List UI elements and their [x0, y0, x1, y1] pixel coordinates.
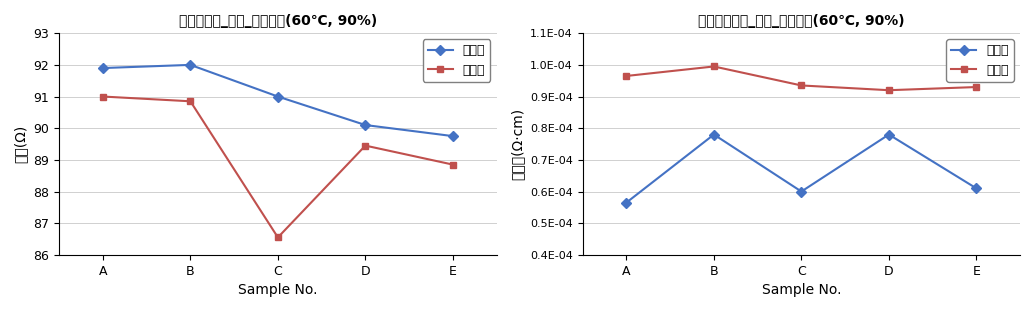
- Legend: 시험전, 시험후: 시험전, 시험후: [946, 39, 1014, 82]
- Line: 시험전: 시험전: [99, 61, 456, 140]
- Y-axis label: 저항(Ω): 저항(Ω): [13, 125, 28, 163]
- Y-axis label: 비저항(Ω·cm): 비저항(Ω·cm): [511, 108, 524, 180]
- 시험후: [883, 88, 895, 92]
- 시험후: [97, 95, 110, 98]
- 시험전: [184, 63, 196, 67]
- X-axis label: Sample No.: Sample No.: [238, 283, 317, 297]
- 시험후: [707, 65, 720, 68]
- Line: 시험전: 시험전: [622, 131, 980, 206]
- X-axis label: Sample No.: Sample No.: [762, 283, 841, 297]
- Line: 시험후: 시험후: [622, 63, 980, 94]
- 시험후: [970, 85, 982, 89]
- 시험전: [795, 190, 808, 193]
- 시험전: [359, 123, 371, 127]
- Title: 저항균일도_완품_항온항습(60℃, 90%): 저항균일도_완품_항온항습(60℃, 90%): [179, 14, 377, 28]
- 시험전: [620, 201, 633, 204]
- Line: 시험후: 시험후: [99, 93, 456, 241]
- 시험후: [359, 144, 371, 147]
- 시험전: [272, 95, 284, 98]
- 시험후: [272, 235, 284, 239]
- 시험전: [97, 66, 110, 70]
- 시험후: [447, 163, 459, 166]
- 시험후: [184, 100, 196, 103]
- 시험전: [707, 133, 720, 137]
- Legend: 시험전, 시험후: 시험전, 시험후: [423, 39, 490, 82]
- 시험전: [883, 133, 895, 137]
- 시험후: [795, 84, 808, 87]
- Title: 비저항균일도_완품_항온항습(60℃, 90%): 비저항균일도_완품_항온항습(60℃, 90%): [698, 14, 905, 28]
- 시험전: [970, 187, 982, 190]
- 시험전: [447, 134, 459, 138]
- 시험후: [620, 74, 633, 78]
